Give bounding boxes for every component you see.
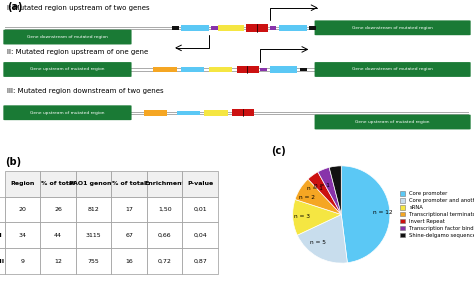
Bar	[237, 66, 248, 73]
Text: I: Mutated region upstream of two genes: I: Mutated region upstream of two genes	[7, 5, 150, 11]
Text: Gene downstream of mutated region: Gene downstream of mutated region	[27, 35, 108, 39]
Bar	[270, 26, 276, 30]
Wedge shape	[329, 166, 341, 214]
Bar	[232, 109, 244, 116]
FancyBboxPatch shape	[3, 30, 132, 45]
Bar	[270, 66, 297, 73]
FancyBboxPatch shape	[315, 62, 471, 77]
FancyBboxPatch shape	[3, 62, 132, 77]
Text: Gene downstream of mutated region: Gene downstream of mutated region	[352, 26, 433, 30]
FancyBboxPatch shape	[315, 20, 471, 35]
Text: n = 2: n = 2	[299, 195, 315, 200]
Text: n = 3: n = 3	[294, 214, 310, 219]
Bar	[211, 26, 219, 30]
Bar	[204, 110, 228, 116]
Bar	[256, 24, 268, 31]
Text: Gene downstream of mutated region: Gene downstream of mutated region	[352, 67, 433, 72]
Wedge shape	[295, 179, 341, 214]
Bar	[247, 66, 259, 73]
Text: (c): (c)	[271, 146, 286, 156]
Bar	[181, 25, 209, 31]
Bar	[246, 24, 258, 31]
Wedge shape	[341, 166, 390, 263]
Text: II: Mutated region upstream of one gene: II: Mutated region upstream of one gene	[7, 49, 148, 55]
Bar	[219, 25, 244, 31]
FancyBboxPatch shape	[315, 115, 471, 130]
Bar	[260, 68, 267, 71]
Text: III: Mutated region downstream of two genes: III: Mutated region downstream of two ge…	[7, 88, 164, 94]
Text: (a): (a)	[7, 1, 23, 11]
Bar	[154, 67, 177, 72]
Bar	[181, 67, 204, 72]
Text: Gene upstream of mutated region: Gene upstream of mutated region	[356, 120, 430, 124]
Text: n = 1: n = 1	[314, 183, 329, 188]
Bar	[209, 67, 232, 72]
Text: Gene upstream of mutated region: Gene upstream of mutated region	[30, 67, 105, 72]
Bar	[177, 111, 200, 115]
Bar	[144, 110, 167, 116]
Text: n = 1: n = 1	[307, 186, 323, 191]
Bar	[172, 26, 179, 30]
Bar	[243, 109, 254, 116]
Wedge shape	[308, 172, 341, 214]
Bar	[309, 26, 316, 30]
Text: n = 5: n = 5	[310, 240, 326, 245]
Wedge shape	[318, 167, 341, 214]
FancyBboxPatch shape	[3, 105, 132, 120]
Wedge shape	[292, 199, 341, 235]
Bar	[279, 25, 307, 31]
Legend: Core promoter, Core promoter and another  element, sRNA, Transcriptional termina: Core promoter, Core promoter and another…	[398, 189, 474, 240]
Bar	[300, 68, 307, 71]
Text: Gene upstream of mutated region: Gene upstream of mutated region	[30, 111, 105, 115]
Text: n = 12: n = 12	[373, 210, 392, 215]
Wedge shape	[297, 214, 347, 263]
Text: (b): (b)	[5, 157, 21, 167]
